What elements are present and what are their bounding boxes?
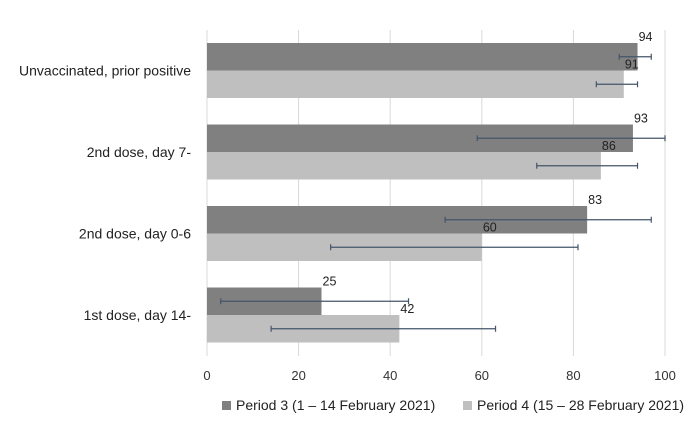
x-tick-label: 100 — [654, 368, 676, 383]
legend-label-series1: Period 3 (1 – 14 February 2021) — [236, 397, 435, 413]
legend-swatch-series1 — [222, 401, 231, 410]
x-tick-label: 20 — [291, 368, 305, 383]
data-label: 83 — [588, 193, 602, 207]
x-tick-label: 40 — [383, 368, 397, 383]
bar-series1-1 — [207, 43, 638, 71]
x-axis-ticks: 0 20 40 60 80 100 — [203, 368, 675, 383]
data-label: 25 — [323, 275, 337, 289]
category-label: Unvaccinated, prior positive — [19, 63, 191, 79]
category-label: 2nd dose, day 7- — [87, 144, 192, 160]
data-label: 42 — [400, 302, 414, 316]
legend-label-series2: Period 4 (15 – 28 February 2021) — [477, 397, 684, 413]
bars — [207, 43, 638, 343]
x-tick-label: 0 — [203, 368, 210, 383]
data-label: 91 — [625, 58, 639, 72]
category-labels: Unvaccinated, prior positive 2nd dose, da… — [19, 63, 191, 324]
category-label: 2nd dose, day 0-6 — [79, 226, 191, 242]
data-label: 93 — [634, 112, 648, 126]
data-label: 86 — [602, 139, 616, 153]
bar-series2-2 — [207, 152, 601, 180]
bar-series2-1 — [207, 70, 624, 98]
category-label: 1st dose, day 14- — [84, 307, 192, 323]
legend-swatch-series2 — [463, 401, 472, 410]
legend: Period 3 (1 – 14 February 2021) Period 4 … — [222, 397, 684, 413]
x-tick-label: 60 — [475, 368, 489, 383]
data-label: 60 — [483, 221, 497, 235]
error-bars — [220, 53, 666, 332]
data-label: 94 — [639, 30, 653, 44]
x-tick-label: 80 — [566, 368, 580, 383]
